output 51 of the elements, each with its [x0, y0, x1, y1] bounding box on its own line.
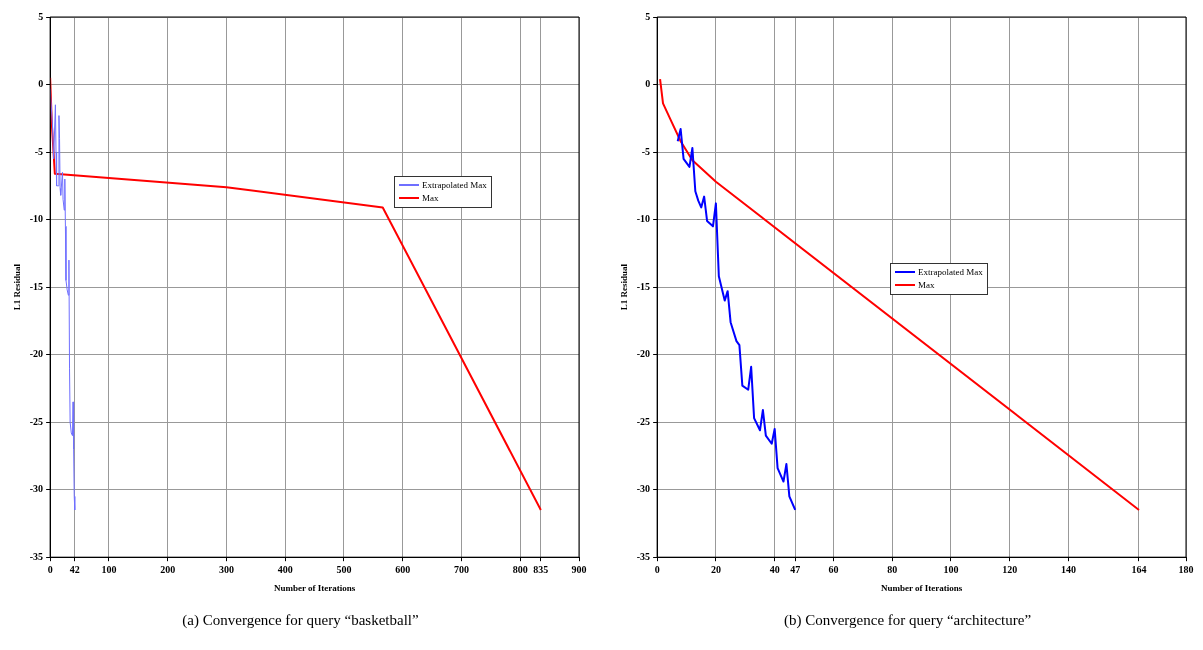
legend-label: Max — [917, 278, 935, 292]
y-axis-title: L1 Residual — [11, 263, 22, 311]
y-tick-label: 5 — [645, 10, 651, 22]
legend-label: Max — [422, 191, 439, 205]
x-tick-label: 0 — [47, 563, 53, 575]
x-tick-label: 40 — [769, 563, 780, 575]
x-tick-label: 200 — [160, 563, 176, 575]
x-tick-label: 60 — [828, 563, 839, 575]
y-tick-label: -10 — [636, 213, 651, 225]
x-tick-label: 835 — [533, 563, 549, 575]
x-tick-label: 400 — [277, 563, 293, 575]
y-tick-label: -5 — [641, 145, 651, 157]
y-tick-label: 0 — [645, 78, 651, 90]
y-tick-label: -25 — [29, 415, 44, 427]
x-tick-label: 600 — [395, 563, 411, 575]
y-tick-label: -15 — [636, 280, 651, 292]
y-tick-label: -15 — [29, 280, 44, 292]
y-tick-label: 5 — [38, 10, 44, 22]
x-tick-label: 164 — [1131, 563, 1147, 575]
y-tick-label: 0 — [38, 78, 44, 90]
x-tick-label: 100 — [101, 563, 117, 575]
y-tick-label: -20 — [636, 348, 651, 360]
y-axis-title: L1 Residual — [618, 263, 629, 311]
x-axis-title: Number of Iterations — [880, 582, 963, 593]
x-tick-label: 700 — [453, 563, 469, 575]
x-tick-label: 180 — [1178, 563, 1194, 575]
legend-label: Extrapolated Max — [917, 265, 983, 279]
y-tick-label: -10 — [29, 213, 44, 225]
legend-label: Extrapolated Max — [422, 178, 487, 192]
x-tick-label: 900 — [571, 563, 587, 575]
x-tick-label: 800 — [512, 563, 528, 575]
x-tick-label: 100 — [943, 563, 959, 575]
y-tick-label: -35 — [29, 550, 44, 562]
x-axis-title: Number of Iterations — [273, 582, 356, 593]
y-tick-label: -5 — [34, 145, 44, 157]
x-tick-label: 120 — [1002, 563, 1018, 575]
x-tick-label: 0 — [654, 563, 660, 575]
text: (a) Convergence for query “basketball” — [181, 612, 420, 629]
y-tick-label: -25 — [636, 415, 651, 427]
x-tick-label: 20 — [710, 563, 721, 575]
x-tick-label: 140 — [1060, 563, 1076, 575]
text: (b) Convergence for query “architecture” — [782, 612, 1033, 629]
y-tick-label: -35 — [636, 550, 651, 562]
x-tick-label: 42 — [69, 563, 80, 575]
y-tick-label: -30 — [636, 483, 651, 495]
x-tick-label: 47 — [790, 563, 801, 575]
x-tick-label: 300 — [218, 563, 234, 575]
y-tick-label: -20 — [29, 348, 44, 360]
x-tick-label: 500 — [336, 563, 352, 575]
x-tick-label: 80 — [887, 563, 898, 575]
y-tick-label: -30 — [29, 483, 44, 495]
